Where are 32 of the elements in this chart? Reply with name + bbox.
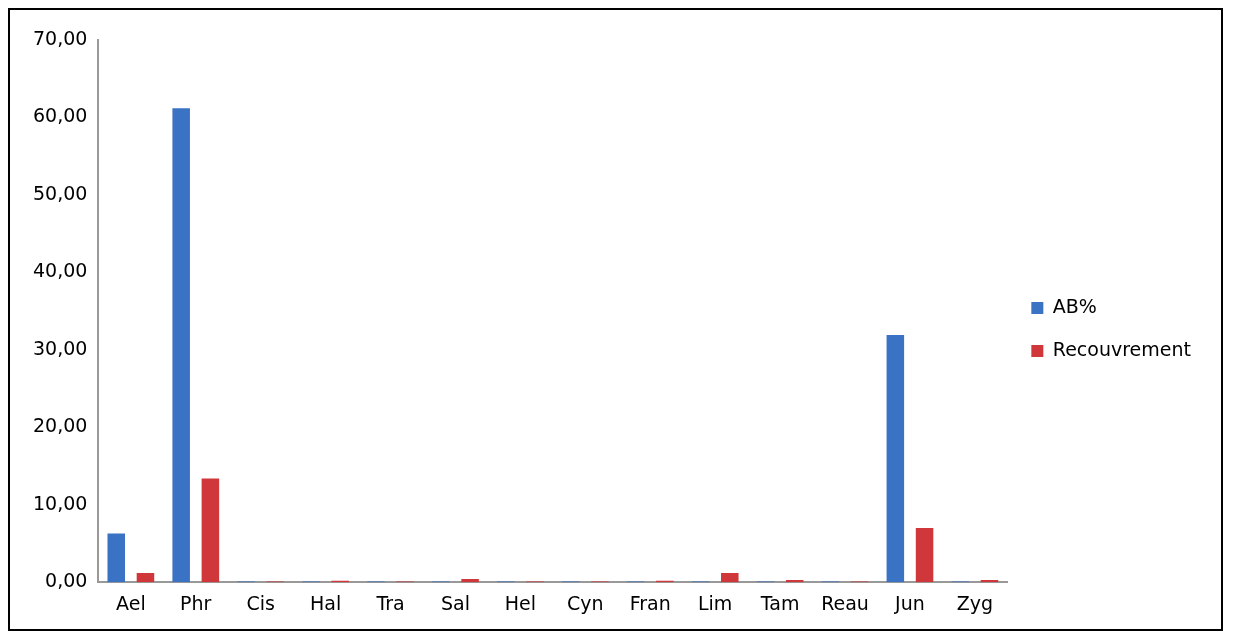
legend-label: AB% [1052, 294, 1097, 317]
bar [107, 533, 126, 583]
y-tick-label: 70,00 [32, 26, 88, 49]
x-tick-label: Cis [246, 591, 275, 614]
y-tick-label: 50,00 [32, 181, 88, 204]
x-tick-label: Jun [894, 591, 925, 614]
x-tick-label: Sal [440, 591, 470, 614]
x-tick-label: Fran [629, 591, 671, 614]
y-tick-label: 20,00 [32, 414, 88, 437]
x-tick-label: Reau [821, 591, 869, 614]
x-tick-label: Tam [759, 591, 800, 614]
bar [886, 335, 905, 583]
x-tick-label: Ael [116, 591, 146, 614]
y-tick-label: 40,00 [32, 259, 88, 282]
y-tick-label: 30,00 [32, 336, 88, 359]
y-tick-label: 60,00 [32, 104, 88, 127]
x-tick-label: Zyg [956, 591, 994, 614]
legend-label: Recouvrement [1052, 337, 1191, 360]
y-tick-label: 0,00 [45, 569, 88, 592]
x-tick-label: Hel [504, 591, 537, 614]
bar [201, 478, 220, 583]
x-tick-label: Lim [697, 591, 733, 614]
x-tick-label: Hal [310, 591, 342, 614]
x-tick-label: Tra [375, 591, 405, 614]
bar [721, 572, 739, 583]
x-tick-label: Cyn [567, 591, 604, 614]
x-tick-label: Phr [180, 591, 212, 614]
bar [915, 527, 934, 583]
bar [461, 579, 479, 583]
y-tick-label: 10,00 [32, 491, 88, 514]
bar [136, 572, 155, 583]
bar [172, 108, 190, 583]
